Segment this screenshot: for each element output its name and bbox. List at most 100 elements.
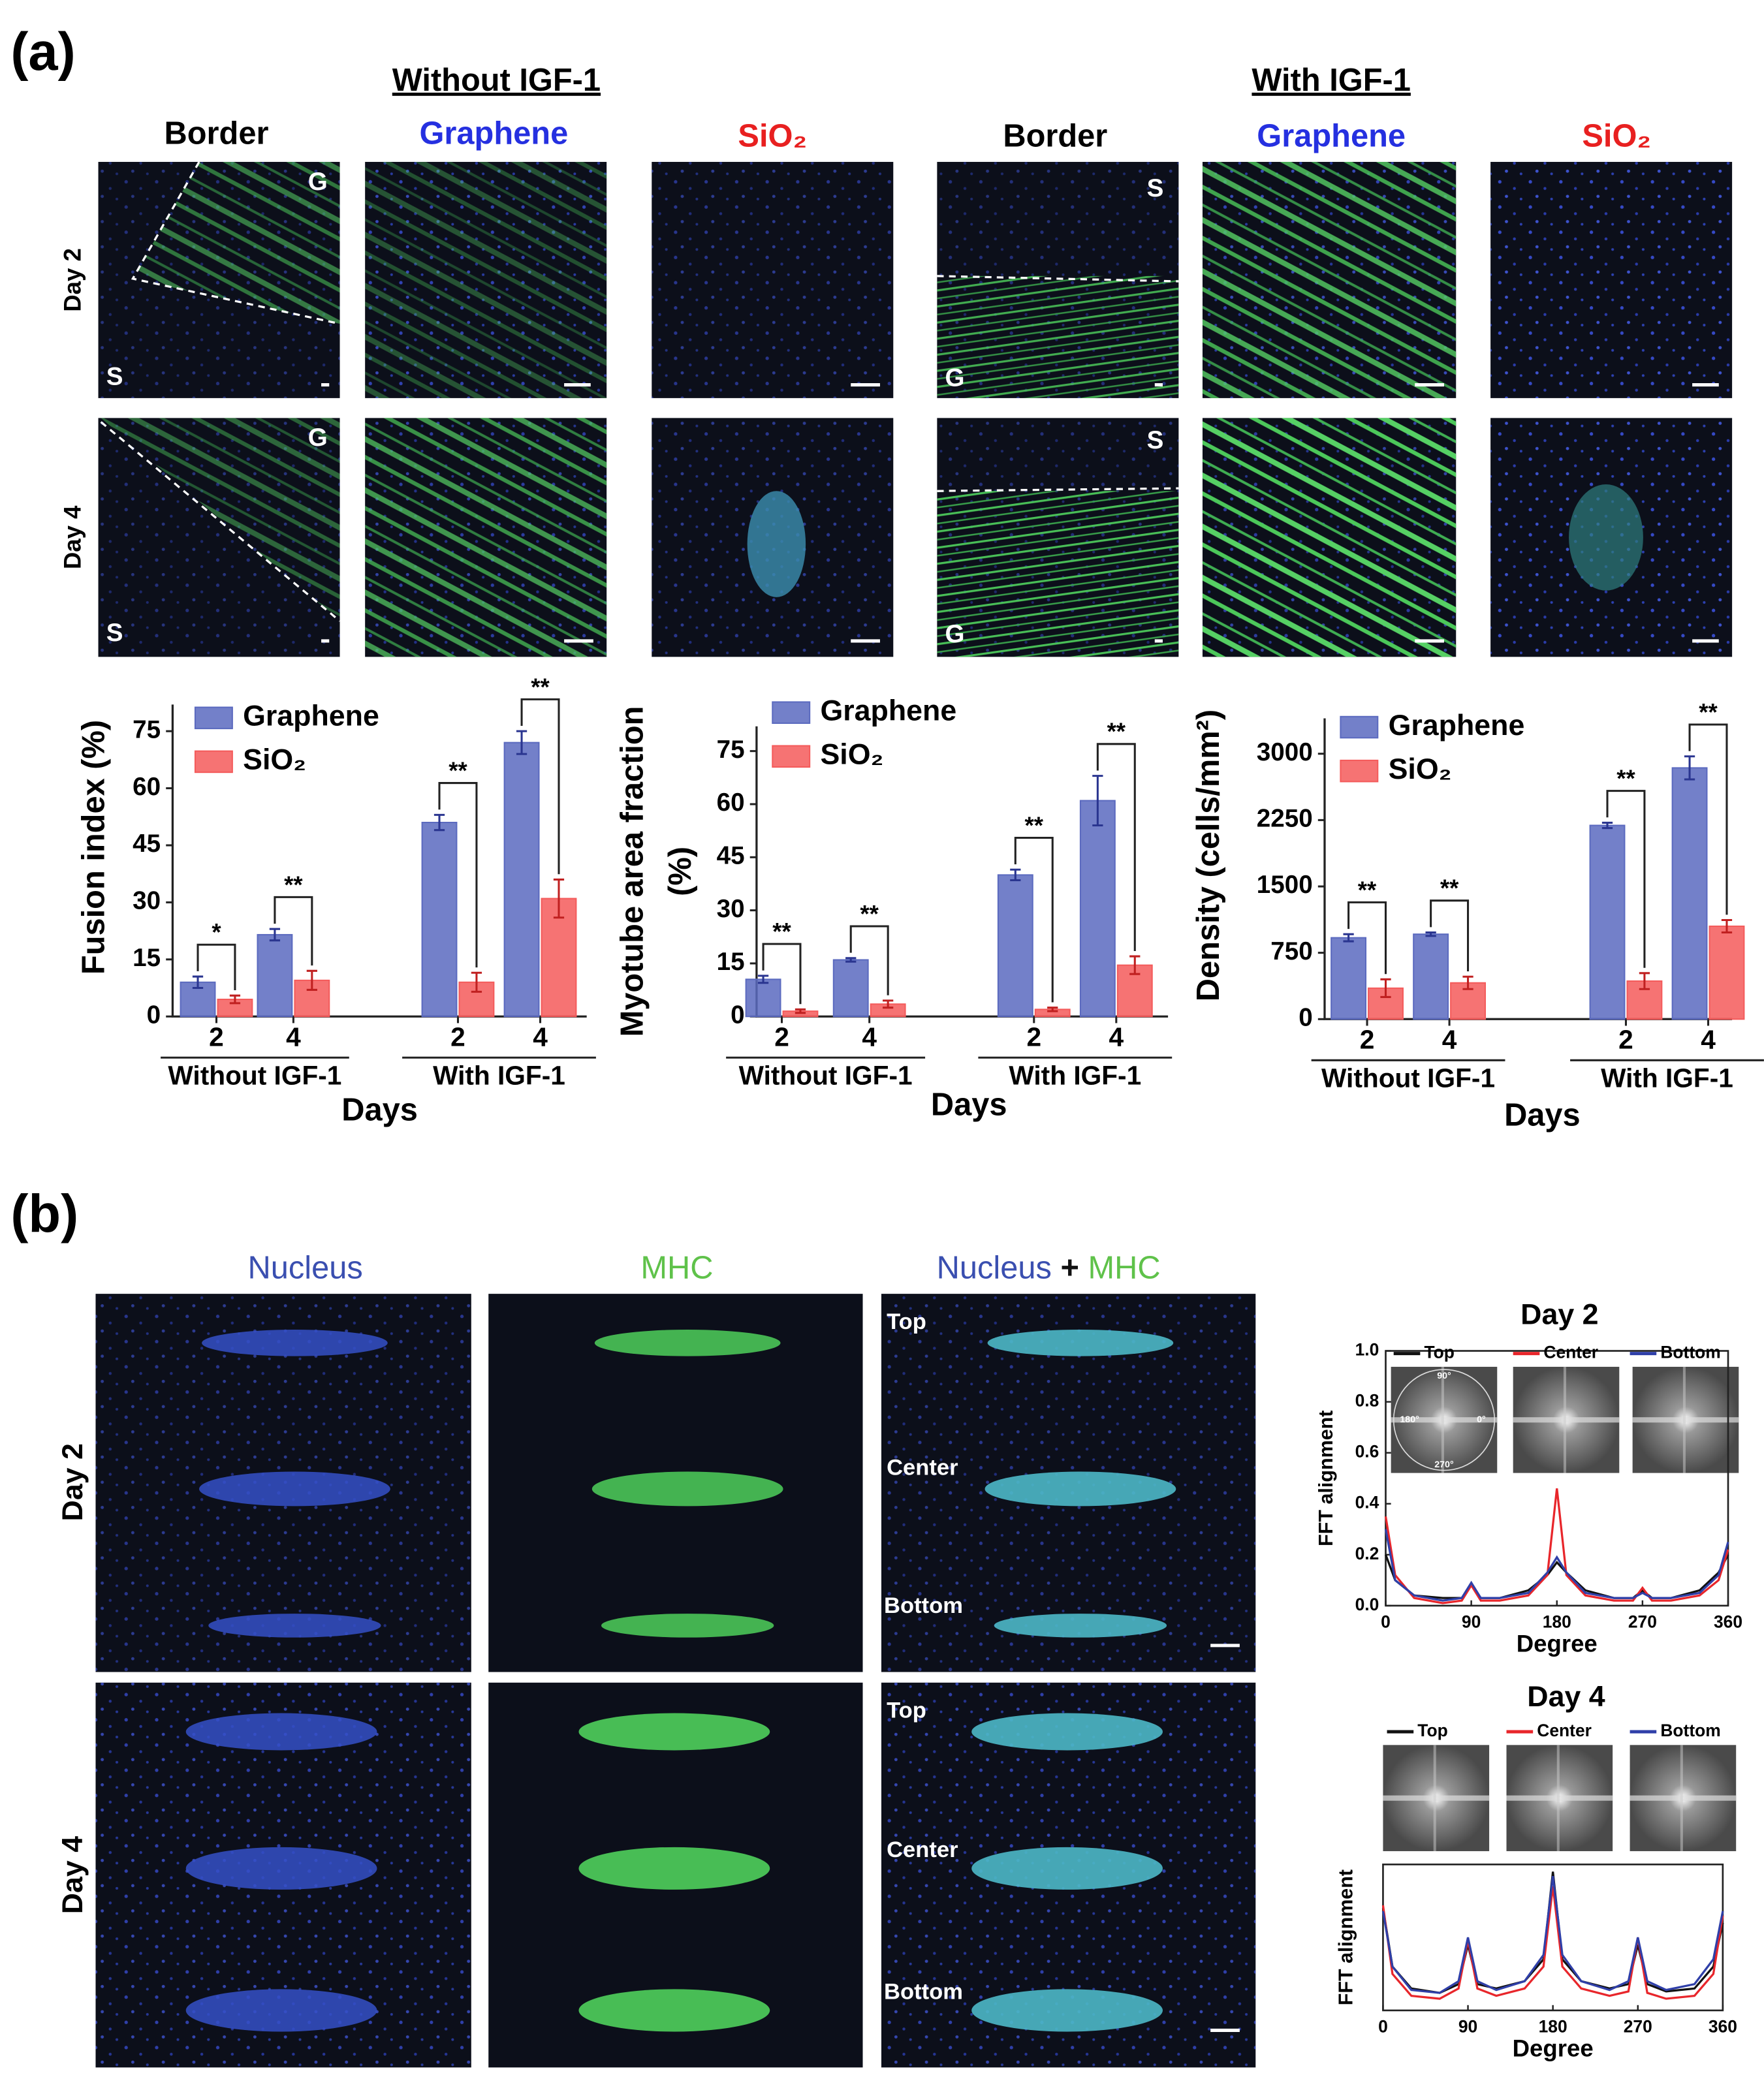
legend-swatch	[772, 701, 811, 724]
bar	[832, 959, 869, 1018]
y-tick-label: 60	[133, 773, 161, 801]
significance-label: **	[1440, 875, 1459, 901]
error-bar	[553, 878, 565, 919]
legend-label: Top	[1424, 1343, 1454, 1362]
significance-label: *	[212, 919, 221, 946]
y-tick-label: 45	[717, 841, 745, 869]
error-bar	[1462, 975, 1473, 990]
significance-bracket	[1430, 899, 1470, 972]
region-label: G	[308, 424, 328, 452]
legend-swatch	[1340, 715, 1379, 739]
group-label: With IGF-1	[433, 1060, 565, 1090]
y-tick-label: 0.6	[1355, 1442, 1379, 1461]
position-label: Top	[887, 1309, 926, 1334]
significance-bracket	[438, 782, 478, 968]
y-tick-label: 60	[717, 789, 745, 817]
y-tick-label: 0.8	[1355, 1391, 1379, 1411]
error-bar	[1343, 933, 1354, 943]
region-label: S	[106, 363, 123, 391]
y-tick-label: 1.0	[1355, 1340, 1379, 1360]
bar	[1671, 767, 1708, 1020]
legend-swatch	[194, 750, 233, 774]
micrographs	[95, 1294, 1256, 2068]
bar	[1413, 933, 1449, 1020]
legend-label: Center	[1543, 1343, 1598, 1362]
y-tick-label: 45	[133, 830, 161, 858]
error-bar	[1639, 972, 1650, 990]
row-label: Day 2	[57, 1443, 89, 1521]
region-label: G	[308, 168, 328, 196]
legend-label: Bottom	[1660, 1721, 1720, 1740]
significance-label: **	[860, 900, 879, 927]
significance-label: **	[449, 757, 467, 784]
row-label: Day 4	[59, 505, 86, 569]
column-header: Border	[1003, 118, 1107, 153]
significance-bracket	[762, 943, 802, 1005]
legend-swatch	[1340, 759, 1379, 783]
legend-label: SiO₂	[1389, 753, 1452, 785]
column-header: SiO₂	[738, 118, 807, 153]
significance-bracket	[520, 698, 560, 875]
row-label: Day 2	[59, 248, 86, 312]
x-tick-label: 0	[1381, 1612, 1391, 1631]
legend-label: SiO₂	[243, 744, 306, 776]
significance-label: **	[1699, 698, 1718, 725]
error-bar	[471, 971, 482, 993]
error-bar	[1721, 918, 1733, 934]
significance-label: **	[1358, 877, 1377, 903]
x-tick-label: 2	[450, 1022, 465, 1052]
bar	[745, 978, 781, 1018]
header-part: MHC	[1088, 1250, 1161, 1285]
x-tick-label: 90	[1458, 2016, 1477, 2036]
micrographs	[98, 161, 1733, 657]
bar	[421, 822, 458, 1018]
significance-bracket	[1096, 743, 1136, 951]
x-tick-label: 4	[533, 1022, 548, 1052]
x-tick-label: 180	[1539, 2016, 1567, 2036]
x-tick-label: 2	[774, 1022, 789, 1052]
x-tick-label: 270	[1628, 1612, 1657, 1631]
y-tick-label: 0	[147, 1001, 161, 1029]
error-bar	[192, 975, 204, 990]
x-tick-label: 180	[1543, 1612, 1571, 1631]
y-axis-label: Myotube area fraction	[615, 706, 650, 1037]
header-part: Nucleus	[937, 1250, 1052, 1285]
x-tick-label: 4	[1109, 1022, 1124, 1052]
bar	[1589, 824, 1626, 1020]
angle-label: 90°	[1437, 1371, 1451, 1381]
bar	[997, 874, 1033, 1018]
significance-label: **	[772, 918, 791, 945]
column-header: Graphene	[1257, 118, 1406, 153]
region-label: G	[945, 364, 965, 392]
chart-title: Day 4	[1527, 1681, 1605, 1713]
bar	[1079, 800, 1116, 1018]
error-bar	[1092, 775, 1103, 827]
panel-label: (a)	[10, 22, 75, 82]
error-bar	[433, 813, 445, 832]
significance-label: **	[1025, 812, 1044, 839]
x-tick-label: 90	[1462, 1612, 1481, 1631]
legend-label: Top	[1417, 1721, 1447, 1740]
legend-label: Graphene	[243, 700, 379, 732]
significance-bracket	[1347, 901, 1387, 975]
error-bar	[757, 975, 769, 984]
group-label: With IGF-1	[1009, 1060, 1141, 1090]
region-label: S	[1147, 426, 1164, 454]
group-label: With IGF-1	[1601, 1063, 1733, 1093]
group-header: With IGF-1	[1252, 63, 1410, 98]
y-axis-label: FFT alignment	[1315, 1411, 1337, 1546]
x-tick-label: 4	[1701, 1025, 1716, 1055]
series-line	[1381, 1886, 1724, 2000]
x-tick-label: 360	[1709, 2016, 1737, 2036]
bar	[503, 742, 540, 1018]
significance-bracket	[1688, 723, 1728, 915]
group-label: Without IGF-1	[739, 1060, 913, 1090]
significance-label: **	[1107, 718, 1126, 745]
error-bar	[1601, 821, 1613, 830]
significance-label: **	[531, 674, 550, 700]
row-label: Day 4	[57, 1836, 89, 1914]
column-header: Graphene	[420, 116, 569, 151]
group-label: Without IGF-1	[168, 1060, 341, 1090]
x-axis-label: Days	[341, 1093, 418, 1128]
